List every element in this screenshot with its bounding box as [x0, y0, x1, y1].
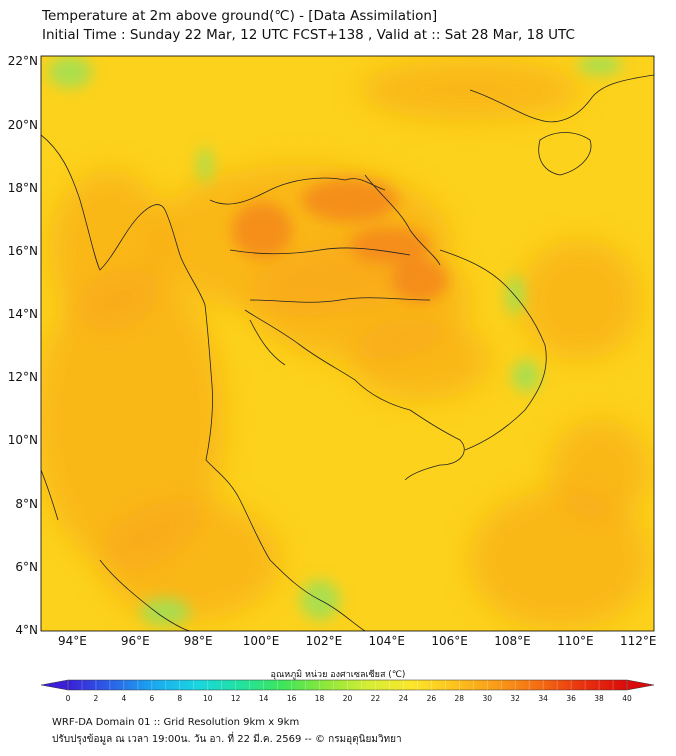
coastlines [41, 74, 654, 631]
lat-tick-label: 10°N [7, 433, 38, 448]
colorbar [40, 679, 655, 691]
temperature-field [41, 56, 654, 631]
field-cool-areas [48, 56, 622, 626]
colorbar-tick-label: 14 [258, 694, 269, 703]
colorbar-tick-label: 0 [65, 694, 71, 703]
colorbar-tick-label: 18 [314, 694, 325, 703]
lat-tick-label: 22°N [7, 54, 38, 69]
colorbar-tick-label: 12 [230, 694, 241, 703]
field-hot-areas [232, 178, 448, 302]
chart-subtitle: Initial Time : Sunday 22 Mar, 12 UTC FCS… [42, 27, 575, 43]
colorbar-tick-label: 20 [342, 694, 353, 703]
colorbar-tick-label: 8 [177, 694, 183, 703]
colorbar-label: อุณหภูมิ หน่วย องศาเซลเซียส (℃) [270, 670, 406, 680]
chart-title: Temperature at 2m above ground(℃) - [Dat… [42, 8, 438, 24]
colorbar-tick-label: 26 [426, 694, 437, 703]
lat-tick-label: 8°N [15, 496, 38, 511]
lon-tick-label: 98°E [183, 634, 213, 648]
lat-tick-label: 4°N [15, 623, 38, 637]
map-frame [40, 55, 655, 632]
lat-tick-label: 20°N [7, 117, 38, 132]
colorbar-tick-label: 22 [370, 694, 381, 703]
colorbar-tick-label: 6 [149, 694, 155, 703]
colorbar-tick-label: 24 [398, 694, 409, 703]
lat-tick-label: 18°N [7, 180, 38, 195]
colorbar-tick-label: 2 [93, 694, 99, 703]
lon-tick-label: 96°E [120, 634, 150, 648]
lat-tick-label: 12°N [7, 370, 38, 385]
colorbar-tick-label: 36 [566, 694, 576, 703]
lat-tick-label: 14°N [7, 307, 38, 322]
colorbar-tick-label: 30 [482, 694, 493, 703]
lon-tick-label: 108°E [494, 634, 531, 648]
colorbar-high-extend [626, 679, 655, 691]
colorbar-low-extend [40, 679, 69, 691]
colorbar-tick-label: 32 [510, 694, 520, 703]
colorbar-tick-label: 40 [622, 694, 632, 703]
lon-tick-label: 106°E [431, 634, 468, 648]
footer-update-info: ปรับปรุงข้อมูล ณ เวลา 19:00น. วัน อา. ที… [52, 734, 402, 745]
colorbar-tick-label: 38 [594, 694, 604, 703]
colorbar-tick-label: 16 [286, 694, 297, 703]
lon-tick-label: 112°E [620, 634, 657, 648]
colorbar-tick-label: 4 [121, 694, 127, 703]
lon-tick-label: 94°E [57, 634, 87, 648]
lon-tick-label: 100°E [242, 634, 280, 648]
lat-tick-label: 6°N [15, 559, 38, 574]
lon-tick-label: 110°E [557, 634, 594, 648]
lat-tick-label: 16°N [7, 243, 38, 258]
colorbar-tick-label: 28 [454, 694, 465, 703]
footer-model-info: WRF-DA Domain 01 :: Grid Resolution 9km … [52, 717, 300, 728]
lon-tick-label: 102°E [305, 634, 343, 648]
colorbar-tick-label: 34 [538, 694, 548, 703]
colorbar-tick-label: 10 [202, 694, 213, 703]
lon-tick-label: 104°E [368, 634, 406, 648]
